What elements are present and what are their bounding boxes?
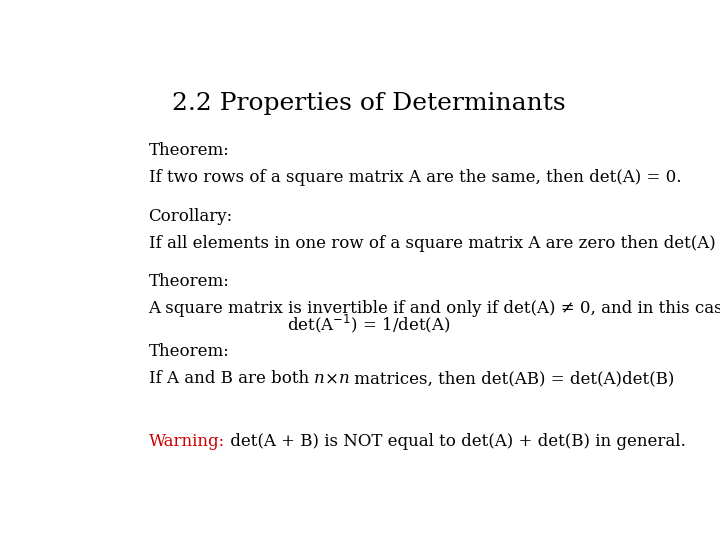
Text: det(A + B) is NOT equal to det(A) + det(B) in general.: det(A + B) is NOT equal to det(A) + det(… <box>225 433 685 450</box>
Text: Corollary:: Corollary: <box>148 208 233 225</box>
Text: 2.2 Properties of Determinants: 2.2 Properties of Determinants <box>172 92 566 115</box>
Text: If two rows of a square matrix A are the same, then det(A) = 0.: If two rows of a square matrix A are the… <box>148 168 681 186</box>
Text: n: n <box>338 370 349 387</box>
Text: det(A$^{-1}$) = 1/det(A): det(A$^{-1}$) = 1/det(A) <box>287 312 451 335</box>
Text: Theorem:: Theorem: <box>148 273 230 289</box>
Text: Theorem:: Theorem: <box>148 343 230 360</box>
Text: Theorem:: Theorem: <box>148 141 230 159</box>
Text: Warning:: Warning: <box>148 433 225 450</box>
Text: A square matrix is invertible if and only if det(A) ≠ 0, and in this case: A square matrix is invertible if and onl… <box>148 300 720 317</box>
Text: If A and B are both: If A and B are both <box>148 370 314 387</box>
Text: ×: × <box>325 370 338 387</box>
Text: matrices, then det(AB) = det(A)det(B): matrices, then det(AB) = det(A)det(B) <box>349 370 675 387</box>
Text: n: n <box>314 370 325 387</box>
Text: If all elements in one row of a square matrix A are zero then det(A) = 0.: If all elements in one row of a square m… <box>148 235 720 252</box>
